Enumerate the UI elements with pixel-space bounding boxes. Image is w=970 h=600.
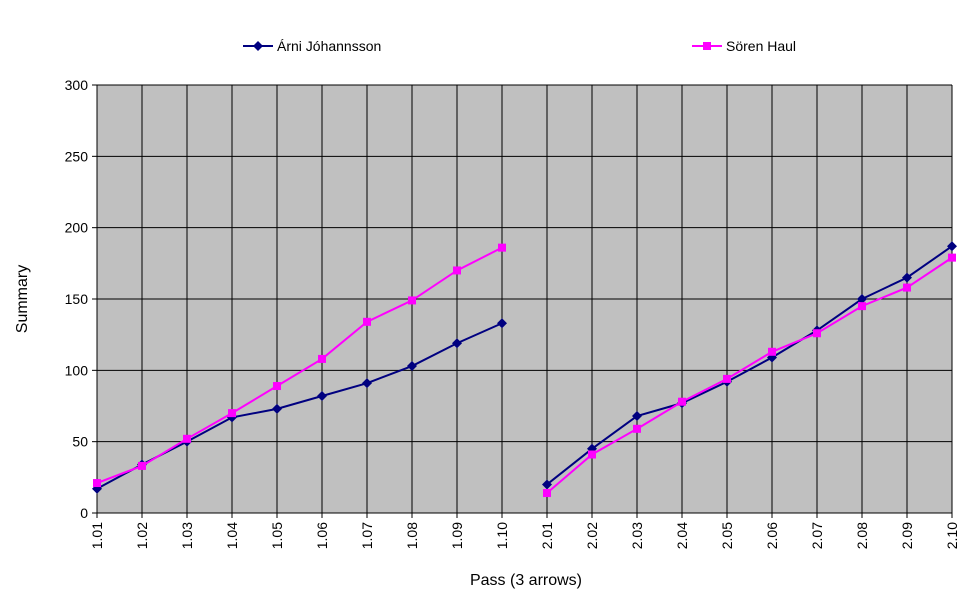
x-tick-label: 1.09 — [449, 522, 465, 549]
data-point — [633, 424, 641, 433]
x-tick-label: 2.10 — [944, 522, 960, 549]
data-point — [318, 354, 326, 363]
legend-label-arni: Árni Jóhannsson — [277, 38, 381, 54]
data-point — [272, 403, 282, 414]
data-point — [497, 318, 507, 329]
y-axis-title: Summary — [14, 265, 31, 333]
x-tick-label: 1.08 — [404, 522, 420, 549]
series-group — [92, 241, 957, 498]
y-tick-label: 50 — [72, 434, 88, 450]
x-tick-label: 1.02 — [134, 522, 150, 549]
data-point — [138, 461, 146, 470]
x-tick-labels: 1.01 1.02 1.03 1.04 1.05 1.06 1.07 1.08 1.09 1.10… — [89, 522, 960, 549]
y-tick-label: 200 — [65, 220, 89, 236]
x-tick-label: 1.01 — [89, 522, 105, 549]
x-tick-label: 2.03 — [629, 522, 645, 549]
x-tick-label: 2.04 — [674, 522, 690, 549]
data-point — [228, 409, 236, 418]
legend-marker-arni — [253, 41, 263, 51]
x-tick-label: 2.06 — [764, 522, 780, 549]
data-point — [407, 361, 417, 372]
x-tick-label: 2.01 — [539, 522, 555, 549]
x-tick-label: 1.03 — [179, 522, 195, 549]
x-tick-label: 2.05 — [719, 522, 735, 549]
x-tick-label: 1.06 — [314, 522, 330, 549]
x-tick-label: 2.02 — [584, 522, 600, 549]
series-line-segment — [96, 246, 503, 484]
x-tick-label: 1.10 — [494, 522, 510, 549]
data-point — [948, 253, 956, 262]
data-point — [273, 382, 281, 391]
legend-entry-arni: Árni Jóhannsson — [243, 38, 381, 54]
y-tick-label: 100 — [65, 362, 89, 378]
legend-label-soren: Sören Haul — [726, 38, 796, 54]
data-point — [317, 391, 327, 402]
x-tick-label: 2.08 — [854, 522, 870, 549]
data-point — [813, 329, 821, 338]
data-point — [452, 338, 462, 349]
data-point — [902, 272, 912, 283]
series-line-segment — [546, 256, 953, 494]
x-tick-label: 2.09 — [899, 522, 915, 549]
data-point — [183, 434, 191, 443]
data-point — [588, 450, 596, 459]
x-tick-label: 1.07 — [359, 522, 375, 549]
y-tick-label: 250 — [65, 148, 89, 164]
data-point — [858, 302, 866, 311]
x-axis-title: Pass (3 arrows) — [470, 572, 582, 589]
x-tick-label: 1.05 — [269, 522, 285, 549]
data-point — [632, 410, 642, 421]
data-point — [93, 479, 101, 488]
data-point — [408, 296, 416, 305]
data-point — [678, 397, 686, 406]
y-tick-labels: 0 50 100 150 200 250 300 — [65, 77, 89, 521]
data-point — [947, 241, 957, 252]
x-tick-label: 1.04 — [224, 522, 240, 549]
legend: Árni Jóhannsson Sören Haul — [243, 38, 796, 54]
data-point — [857, 294, 867, 304]
legend-marker-soren — [703, 42, 711, 50]
y-tick-label: 150 — [65, 291, 89, 307]
data-point — [498, 243, 506, 252]
y-tick-label: 0 — [80, 505, 88, 521]
data-point — [362, 378, 372, 389]
data-point — [363, 317, 371, 326]
series-line-segment — [546, 245, 953, 486]
data-point — [542, 479, 552, 490]
axes — [92, 84, 953, 518]
x-tick-label: 2.07 — [809, 522, 825, 549]
data-point — [543, 489, 551, 498]
legend-entry-soren: Sören Haul — [692, 38, 796, 54]
y-tick-label: 300 — [65, 77, 89, 93]
series-soren — [93, 243, 956, 498]
data-point — [453, 266, 461, 275]
data-point — [768, 347, 776, 356]
data-point — [903, 283, 911, 292]
data-point — [723, 374, 731, 383]
